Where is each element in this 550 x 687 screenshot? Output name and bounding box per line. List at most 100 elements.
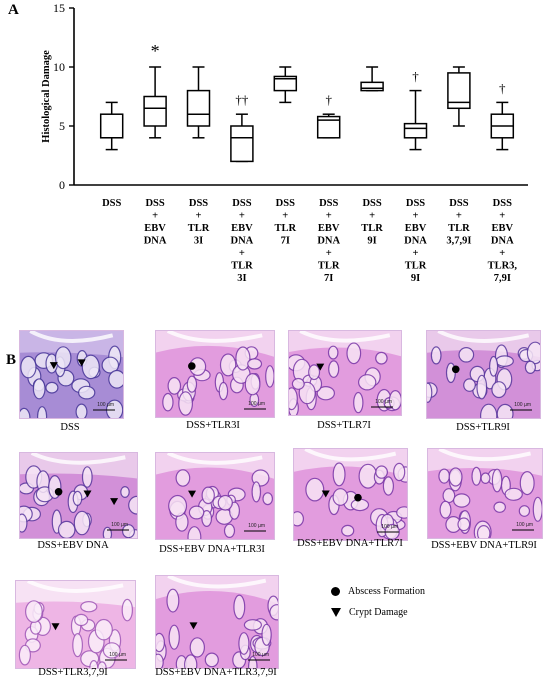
x-tick-label: DNA xyxy=(491,236,514,247)
x-tick-label: 9I xyxy=(411,273,420,284)
panel-a-label: A xyxy=(8,2,19,18)
x-tick-label: DSS xyxy=(406,198,425,209)
abscess-marker xyxy=(354,493,362,502)
x-tick-label: DSS xyxy=(362,198,381,209)
significance-mark: † xyxy=(412,69,419,84)
micrograph-panel: 100 µm xyxy=(155,452,275,540)
legend-item: Crypt Damage xyxy=(331,607,408,618)
y-tick-label: 0 xyxy=(59,178,65,192)
micrograph-caption: DSS+EBV DNA+TLR7I xyxy=(297,538,403,549)
x-tick-label: + xyxy=(326,211,332,222)
x-tick-label: EBV xyxy=(492,223,514,234)
box xyxy=(143,95,167,127)
x-tick-label: EBV xyxy=(144,223,166,234)
x-tick-label: + xyxy=(413,211,419,222)
significance-mark: † xyxy=(325,92,332,107)
crypt-damage-marker xyxy=(316,363,325,371)
histology-image xyxy=(16,581,135,668)
x-tick-label: DSS xyxy=(145,198,164,209)
x-tick-label: + xyxy=(196,211,202,222)
crypt-damage-marker xyxy=(49,362,58,370)
x-tick-label: DNA xyxy=(231,236,254,247)
box xyxy=(403,122,428,139)
x-tick-label: + xyxy=(282,211,288,222)
micrograph-caption: DSS+EBV DNA+TLR3I xyxy=(159,544,265,555)
x-tick-label: TLR xyxy=(448,223,470,234)
x-tick-label: DSS xyxy=(493,198,512,209)
x-tick-label: 3I xyxy=(194,236,203,247)
scale-bar-label: 100 µm xyxy=(248,401,265,407)
scale-bar-label: 100 µm xyxy=(111,522,128,528)
crypt-damage-marker xyxy=(189,622,198,630)
x-tick-label: EBV xyxy=(318,223,340,234)
micrograph-caption: DSS+TLR9I xyxy=(456,422,510,433)
x-tick-label: DSS xyxy=(189,198,208,209)
crypt-damage-marker xyxy=(110,498,119,506)
y-tick-label: 15 xyxy=(53,1,65,15)
micrograph-caption: DSS+TLR7I xyxy=(317,420,371,431)
crypt-triangle-icon xyxy=(331,608,341,617)
histology-image xyxy=(156,453,274,539)
histology-image xyxy=(289,331,401,415)
micrograph-panel: 100 µm xyxy=(15,580,136,669)
histology-image xyxy=(428,449,542,538)
x-tick-label: TLR xyxy=(231,261,253,272)
y-tick-label: 10 xyxy=(53,60,65,74)
x-tick-label: DSS xyxy=(276,198,295,209)
box xyxy=(230,125,254,163)
scale-bar-label: 100 µm xyxy=(381,524,398,530)
scale-bar-label: 100 µm xyxy=(109,652,126,658)
box xyxy=(316,115,341,139)
crypt-damage-marker xyxy=(321,490,330,498)
crypt-damage-marker xyxy=(83,490,92,498)
y-tick-label: 5 xyxy=(59,119,65,133)
x-tick-label: 3,7,9I xyxy=(446,236,471,247)
x-tick-label: 9I xyxy=(367,236,376,247)
x-tick-label: 7I xyxy=(281,236,290,247)
micrograph-panel: 100 µm xyxy=(288,330,402,416)
y-axis-label: Histological Damage xyxy=(41,50,52,143)
micrograph-caption: DSS+TLR3,7,9I xyxy=(38,667,108,678)
scale-bar-label: 100 µm xyxy=(516,522,533,528)
box xyxy=(99,113,124,139)
box xyxy=(273,75,298,92)
scale-bar-label: 100 µm xyxy=(375,399,392,405)
significance-mark: * xyxy=(151,41,160,61)
crypt-damage-marker xyxy=(77,359,86,367)
box xyxy=(360,81,384,92)
micrograph-panel: 100 µm xyxy=(293,448,408,541)
micrograph-panel: 100 µm xyxy=(155,575,279,669)
x-tick-label: DSS xyxy=(449,198,468,209)
legend-label: Crypt Damage xyxy=(349,607,408,618)
x-tick-label: + xyxy=(499,248,505,259)
micrograph-caption: DSS+EBV DNA+TLR9I xyxy=(431,540,537,551)
x-tick-label: DNA xyxy=(317,236,340,247)
histology-image xyxy=(20,453,137,538)
x-tick-label: + xyxy=(239,248,245,259)
micrograph-panel: 100 µm xyxy=(427,448,543,539)
x-tick-label: DNA xyxy=(404,236,427,247)
x-tick-label: + xyxy=(369,211,375,222)
scale-bar-label: 100 µm xyxy=(97,402,114,408)
significance-mark: †† xyxy=(235,92,249,107)
significance-mark: † xyxy=(499,80,506,95)
histology-image xyxy=(156,331,274,417)
abscess-marker xyxy=(54,487,63,496)
x-tick-label: + xyxy=(152,211,158,222)
micrograph-panel: 100 µm xyxy=(426,330,541,419)
x-tick-label: DSS xyxy=(232,198,251,209)
scale-bar-label: 100 µm xyxy=(514,402,531,408)
histology-image xyxy=(294,449,407,540)
x-tick-label: DSS xyxy=(102,198,121,209)
x-tick-label: + xyxy=(326,248,332,259)
histology-image xyxy=(20,331,123,418)
x-tick-label: 7I xyxy=(324,273,333,284)
scale-bar-label: 100 µm xyxy=(252,652,269,658)
micrograph-panel: 100 µm xyxy=(19,452,138,539)
x-tick-label: TLR xyxy=(405,261,427,272)
box xyxy=(186,89,211,127)
panel-b-label: B xyxy=(6,352,17,368)
x-tick-label: DNA xyxy=(144,236,167,247)
x-tick-label: 7,9I xyxy=(494,273,511,284)
